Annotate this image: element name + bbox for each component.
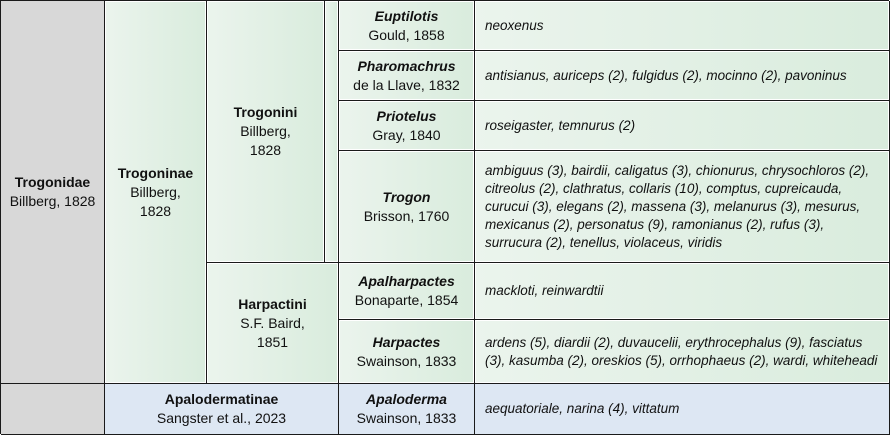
genus-cell-euptilotis: Euptilotis Gould, 1858 bbox=[339, 1, 475, 51]
species-cell-trogon: ambiguus (3), bairdii, caligatus (3), ch… bbox=[475, 151, 890, 263]
species-cell-priotelus: roseigaster, temnurus (2) bbox=[475, 101, 890, 151]
subfamily-name: Trogoninae bbox=[117, 164, 194, 181]
species-cell-apaloderma: aequatoriale, narina (4), vittatum bbox=[475, 384, 890, 435]
subfamily-cell-apalodermatinae: Apalodermatinae Sangster et al., 2023 bbox=[105, 384, 339, 435]
genus-cell-harpactes: Harpactes Swainson, 1833 bbox=[339, 320, 475, 384]
tribe-cell-trogonini: Trogonini Billberg, 1828 bbox=[207, 1, 325, 263]
genus-authority: Gould, 1858 bbox=[368, 26, 445, 43]
species-cell-euptilotis: neoxenus bbox=[475, 1, 890, 51]
genus-name: Trogon bbox=[382, 188, 431, 205]
subfamily-cell-trogoninae: Trogoninae Billberg, 1828 bbox=[105, 1, 207, 384]
family-cell: Trogonidae Billberg, 1828 bbox=[1, 1, 105, 384]
genus-name: Euptilotis bbox=[374, 7, 439, 24]
genus-name: Apaloderma bbox=[366, 391, 447, 407]
species-cell-apalharpactes: mackloti, reinwardtii bbox=[475, 263, 890, 320]
genus-authority: Brisson, 1760 bbox=[363, 207, 450, 224]
genus-name: Apalharpactes bbox=[358, 273, 455, 289]
subfamily-authority: Billberg, 1828 bbox=[130, 183, 181, 219]
genus-authority: Gray, 1840 bbox=[372, 126, 441, 143]
family-name: Trogonidae bbox=[14, 174, 91, 190]
tribe-name: Harpactini bbox=[238, 295, 307, 312]
genus-authority: Swainson, 1833 bbox=[356, 410, 457, 426]
spacer-cell bbox=[325, 1, 339, 263]
genus-cell-apaloderma: Apaloderma Swainson, 1833 bbox=[339, 384, 475, 435]
subfamily-authority: Sangster et al., 2023 bbox=[156, 410, 287, 426]
genus-cell-priotelus: Priotelus Gray, 1840 bbox=[339, 101, 475, 151]
tribe-authority: Billberg, 1828 bbox=[240, 123, 291, 158]
genus-cell-trogon: Trogon Brisson, 1760 bbox=[339, 151, 475, 263]
genus-authority: de la Llave, 1832 bbox=[353, 76, 460, 93]
genus-name: Pharomachrus bbox=[357, 57, 456, 74]
species-cell-harpactes: ardens (5), diardii (2), duvaucelii, ery… bbox=[475, 320, 890, 384]
tribe-name: Trogonini bbox=[233, 104, 298, 120]
subfamily-name: Apalodermatinae bbox=[164, 391, 279, 407]
genus-cell-pharomachrus: Pharomachrus de la Llave, 1832 bbox=[339, 51, 475, 101]
genus-cell-apalharpactes: Apalharpactes Bonaparte, 1854 bbox=[339, 263, 475, 320]
tribe-authority: S.F. Baird, 1851 bbox=[240, 314, 305, 350]
genus-name: Priotelus bbox=[376, 107, 437, 124]
tribe-cell-harpactini: Harpactini S.F. Baird, 1851 bbox=[207, 263, 339, 384]
family-cell-continuation bbox=[1, 384, 105, 435]
species-cell-pharomachrus: antisianus, auriceps (2), fulgidus (2), … bbox=[475, 51, 890, 101]
genus-authority: Bonaparte, 1854 bbox=[354, 292, 459, 308]
family-authority: Billberg, 1828 bbox=[9, 193, 96, 209]
genus-name: Harpactes bbox=[372, 333, 441, 350]
genus-authority: Swainson, 1833 bbox=[356, 352, 457, 369]
